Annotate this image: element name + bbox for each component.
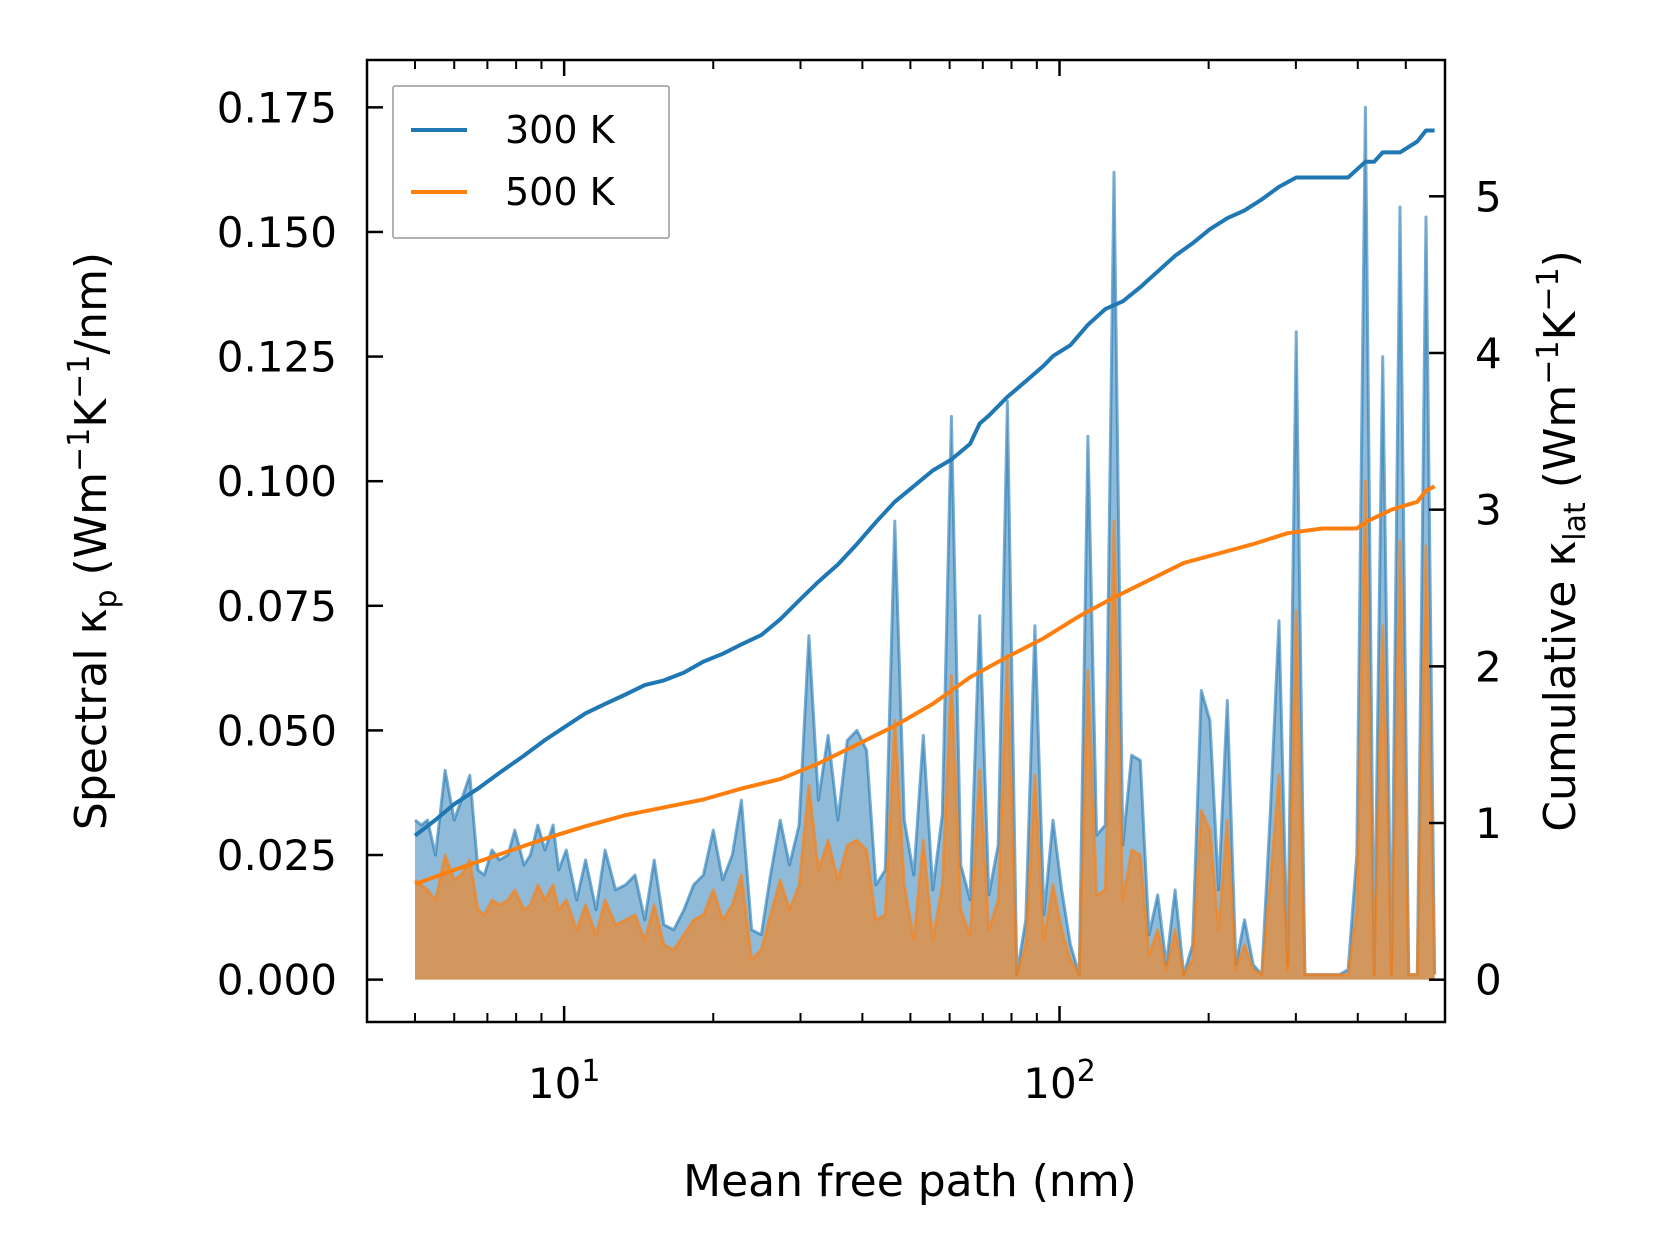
spectral-area-500k (415, 481, 1435, 980)
legend-box (392, 85, 670, 239)
y-right-tick-label: 0 (1475, 956, 1502, 1005)
spectral-line-300k (414, 105, 1437, 977)
x-axis-title: Mean free path (nm) (683, 1156, 1137, 1207)
y-left-tick-label: 0.125 (217, 333, 337, 382)
y-left-tick-label: 0.175 (217, 83, 337, 132)
y-right-tick-label: 5 (1475, 172, 1502, 221)
plot-area (413, 105, 1437, 980)
y-left-tick-label: 0.000 (217, 956, 337, 1005)
y-right-tick-label: 1 (1475, 799, 1502, 848)
x-tick-label: 101 (528, 1054, 601, 1108)
y-left-tick-label: 0.150 (217, 208, 337, 257)
y-left-tick-label: 0.075 (217, 582, 337, 631)
plot-frame (365, 58, 1447, 1024)
y-right-tick-label: 3 (1475, 486, 1502, 535)
y-left-tick-label: 0.050 (217, 706, 337, 755)
y-right-axis-title: Cumulative κlat (Wm−1K−1) (1531, 250, 1593, 832)
y-right-tick-label: 2 (1475, 642, 1502, 691)
legend-label: 300 K (505, 108, 616, 152)
x-tick-label: 102 (1023, 1054, 1096, 1108)
series-group (413, 105, 1437, 980)
y-right-tick-label: 4 (1475, 329, 1502, 378)
cumulative-line-300k (413, 128, 1435, 838)
y-left-tick-label: 0.100 (217, 457, 337, 506)
y-left-tick-label: 0.025 (217, 831, 337, 880)
y-left-axis-title: Spectral κp (Wm−1K−1/nm) (62, 252, 124, 830)
legend: 300 K 500 K (392, 85, 670, 239)
legend-label: 500 K (505, 170, 616, 214)
cumulative-line-500k (414, 484, 1436, 886)
spectral-line-500k (414, 479, 1437, 977)
